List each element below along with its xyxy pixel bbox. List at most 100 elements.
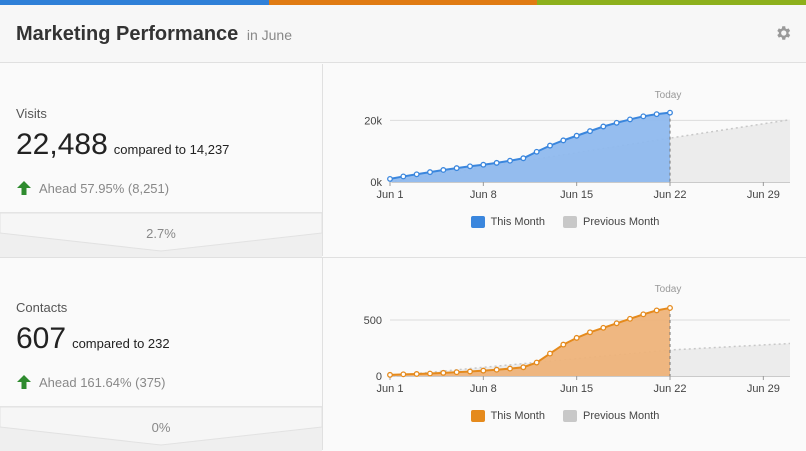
data-point	[640, 113, 647, 120]
legend-previous-month[interactable]: Previous Month	[562, 216, 660, 228]
data-point	[400, 371, 407, 378]
data-point	[667, 109, 673, 116]
this-month-area	[390, 112, 670, 182]
x-tick-label: Jun 8	[470, 383, 497, 395]
data-point	[413, 171, 420, 178]
data-point	[587, 329, 593, 336]
data-point	[547, 142, 553, 149]
legend-previous-month[interactable]: Previous Month	[562, 410, 660, 422]
legend-this-month[interactable]: This Month	[470, 216, 545, 228]
visits-change-band[interactable]	[0, 212, 322, 257]
data-point	[493, 159, 500, 166]
data-point	[547, 350, 553, 357]
data-point	[667, 304, 673, 311]
visits-ahead: Ahead 57.95% (8,251)	[16, 180, 169, 196]
page-title: Marketing Performance in June	[16, 23, 292, 46]
data-point	[627, 315, 633, 322]
contacts-row: Contacts 607 compared to 232 Ahead 161.64…	[0, 257, 806, 451]
visits-compare: compared to 14,237	[113, 142, 230, 157]
x-tick-label: Jun 1	[377, 189, 404, 201]
data-point	[520, 155, 527, 162]
legend-swatch-this-month	[470, 216, 485, 228]
y-tick-label: 500	[364, 315, 382, 327]
data-point	[453, 165, 460, 172]
legend-previous-month-label: Previous Month	[582, 410, 660, 422]
visits-ahead-text: Ahead 57.95% (8,251)	[39, 180, 170, 196]
x-tick-label: Jun 22	[653, 383, 686, 395]
color-bar-green	[537, 0, 806, 5]
x-tick-label: Jun 29	[747, 383, 780, 395]
contacts-value-line: 607 compared to 232	[16, 322, 170, 356]
legend-previous-month-label: Previous Month	[582, 216, 660, 228]
visits-label: Visits	[16, 106, 47, 121]
x-tick-label: Jun 8	[470, 189, 497, 201]
visits-chart-svg: 0k 20k Jun 1 Jun 8 Jun 15 Jun 22 Jun 29 Today	[364, 90, 791, 201]
contacts-chart: 0 500 Jun 1 Jun 8 Jun 15 Jun 22 Jun 29 Today Th…	[324, 258, 806, 450]
data-point	[600, 324, 607, 331]
chevron-down-icon	[0, 213, 322, 252]
data-point	[627, 116, 633, 123]
data-point	[653, 111, 660, 118]
visits-value: 22,488	[16, 128, 108, 161]
data-point	[640, 311, 647, 318]
visits-value-line: 22,488 compared to 14,237	[16, 128, 229, 162]
data-point	[427, 169, 433, 176]
contacts-label: Contacts	[16, 300, 68, 315]
data-point	[467, 163, 473, 170]
contacts-ahead-text: Ahead 161.64% (375)	[39, 374, 166, 390]
legend-swatch-previous-month	[562, 216, 577, 228]
x-tick-label: Jun 15	[560, 189, 593, 201]
data-point	[533, 148, 540, 155]
visits-row: Visits 22,488 compared to 14,237 Ahead 57…	[0, 64, 806, 257]
data-point	[387, 371, 393, 378]
gear-icon[interactable]	[774, 24, 792, 42]
contacts-value: 607	[16, 322, 67, 355]
x-tick-label: Jun 29	[747, 189, 780, 201]
contacts-compare: compared to 232	[72, 336, 170, 351]
contacts-summary: Contacts 607 compared to 232 Ahead 161.64…	[0, 258, 323, 451]
header: Marketing Performance in June	[0, 5, 806, 63]
chevron-down-icon	[0, 407, 322, 446]
this-month-line	[389, 111, 671, 180]
data-point	[573, 334, 580, 341]
visits-legend: This Month Previous Month	[324, 216, 806, 228]
title-period: in June	[246, 27, 293, 43]
data-point	[480, 161, 487, 168]
data-point	[560, 137, 567, 144]
data-point	[440, 167, 447, 173]
data-point	[560, 341, 567, 348]
data-point	[507, 365, 513, 372]
data-point	[587, 128, 593, 135]
contacts-change: 0%	[151, 420, 171, 435]
data-point	[453, 369, 460, 376]
data-point	[533, 359, 540, 366]
y-tick-label: 0	[376, 371, 382, 383]
x-tick-label: Jun 22	[653, 189, 686, 201]
x-tick-label: Jun 15	[560, 383, 593, 395]
data-point	[480, 367, 487, 374]
y-tick-label: 20k	[364, 115, 382, 127]
visits-chart: 0k 20k Jun 1 Jun 8 Jun 15 Jun 22 Jun 29 Today T…	[324, 64, 806, 256]
contacts-ahead: Ahead 161.64% (375)	[16, 374, 165, 390]
data-point	[653, 307, 660, 314]
arrow-up-icon	[17, 375, 31, 389]
y-tick-label: 0k	[370, 177, 382, 189]
data-point	[400, 173, 407, 180]
data-point	[413, 371, 420, 377]
data-point	[440, 369, 447, 376]
legend-this-month-label: This Month	[490, 410, 545, 422]
contacts-change-band[interactable]	[0, 406, 322, 451]
data-point	[427, 370, 433, 377]
color-bar-orange	[268, 0, 538, 5]
legend-this-month[interactable]: This Month	[470, 410, 545, 422]
data-point	[600, 123, 607, 130]
data-point	[573, 132, 580, 139]
contacts-chart-svg: 0 500 Jun 1 Jun 8 Jun 15 Jun 22 Jun 29 Today	[364, 284, 791, 395]
title-text: Marketing Performance	[16, 23, 239, 45]
data-point	[493, 366, 500, 373]
x-tick-label: Jun 1	[377, 383, 404, 395]
contacts-legend: This Month Previous Month	[324, 410, 806, 422]
today-label: Today	[655, 284, 682, 295]
this-month-area	[390, 307, 670, 376]
this-month-line	[389, 306, 671, 376]
